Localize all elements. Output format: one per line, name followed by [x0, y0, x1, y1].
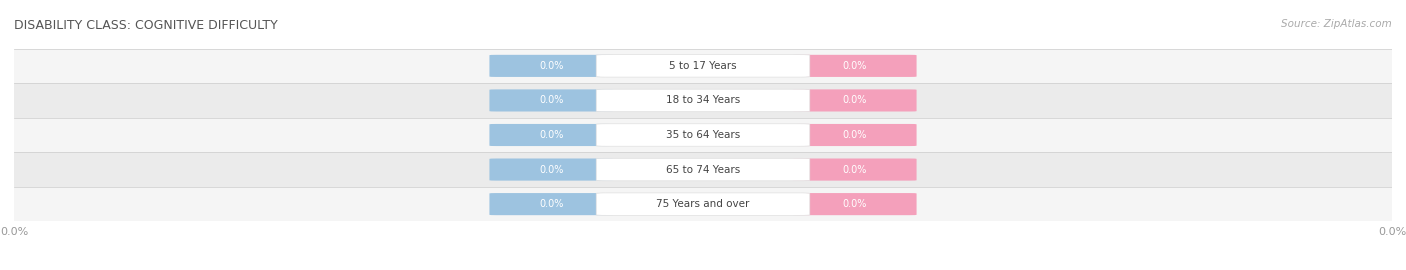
Text: 18 to 34 Years: 18 to 34 Years [666, 95, 740, 106]
Text: 0.0%: 0.0% [540, 95, 564, 106]
Text: 0.0%: 0.0% [540, 130, 564, 140]
FancyBboxPatch shape [596, 89, 810, 112]
Text: 5 to 17 Years: 5 to 17 Years [669, 61, 737, 71]
Text: 0.0%: 0.0% [540, 199, 564, 209]
Text: 0.0%: 0.0% [540, 164, 564, 175]
Bar [14, 83, 1392, 118]
FancyBboxPatch shape [489, 124, 613, 146]
Text: 0.0%: 0.0% [842, 199, 866, 209]
Text: Source: ZipAtlas.com: Source: ZipAtlas.com [1281, 19, 1392, 29]
Text: 35 to 64 Years: 35 to 64 Years [666, 130, 740, 140]
FancyBboxPatch shape [489, 158, 613, 181]
FancyBboxPatch shape [793, 124, 917, 146]
Bar [14, 118, 1392, 152]
Text: 75 Years and over: 75 Years and over [657, 199, 749, 209]
Bar [14, 49, 1392, 83]
FancyBboxPatch shape [489, 89, 613, 112]
FancyBboxPatch shape [489, 55, 613, 77]
FancyBboxPatch shape [596, 193, 810, 215]
FancyBboxPatch shape [793, 89, 917, 112]
Text: 65 to 74 Years: 65 to 74 Years [666, 164, 740, 175]
Text: 0.0%: 0.0% [842, 61, 866, 71]
Text: 0.0%: 0.0% [842, 130, 866, 140]
Text: 0.0%: 0.0% [540, 61, 564, 71]
Text: 0.0%: 0.0% [842, 95, 866, 106]
Text: DISABILITY CLASS: COGNITIVE DIFFICULTY: DISABILITY CLASS: COGNITIVE DIFFICULTY [14, 19, 278, 32]
FancyBboxPatch shape [596, 158, 810, 181]
Bar [14, 187, 1392, 221]
FancyBboxPatch shape [793, 158, 917, 181]
FancyBboxPatch shape [489, 193, 613, 215]
FancyBboxPatch shape [596, 55, 810, 77]
Bar [14, 152, 1392, 187]
FancyBboxPatch shape [793, 193, 917, 215]
FancyBboxPatch shape [596, 124, 810, 146]
FancyBboxPatch shape [793, 55, 917, 77]
Text: 0.0%: 0.0% [842, 164, 866, 175]
